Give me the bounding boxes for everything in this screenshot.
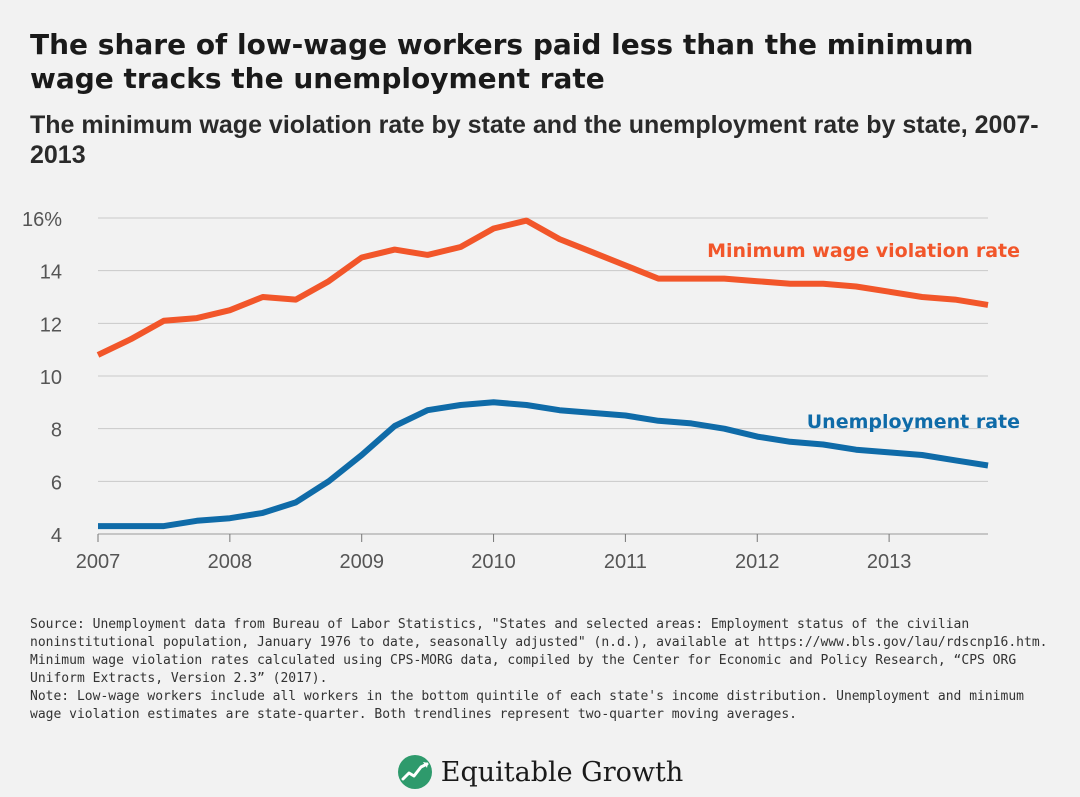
- x-tick-label: 2012: [735, 551, 780, 573]
- gridlines: [98, 217, 988, 535]
- source-note: Source: Unemployment data from Bureau of…: [30, 617, 1048, 686]
- chart-title: The share of low-wage workers paid less …: [30, 28, 974, 95]
- y-axis-ticks: 16% 14 12 10 8 6 4: [22, 209, 62, 547]
- methodology-note: Note: Low-wage workers include all worke…: [30, 689, 1024, 722]
- x-tick-label: 2007: [76, 551, 121, 573]
- x-tick-label: 2009: [339, 551, 384, 573]
- series-lines: [96, 217, 989, 530]
- series-label: Unemployment rate: [807, 411, 1020, 433]
- series-line-unemployment: [98, 399, 989, 530]
- x-axis-ticks: 2007 2008 2009 2010 2011 2012 2013: [76, 534, 912, 573]
- y-tick-label: 4: [51, 525, 62, 547]
- y-tick-label: 12: [40, 314, 62, 336]
- chart-subtitle: The minimum wage violation rate by state…: [30, 111, 1039, 169]
- publisher-logo: Equitable Growth: [0, 752, 1080, 792]
- series-labels: Minimum wage violation rate Unemployment …: [707, 240, 1020, 433]
- growth-chart-icon: [397, 755, 432, 789]
- x-tick-label: 2010: [471, 551, 516, 573]
- y-tick-label: 16%: [22, 209, 62, 231]
- footnotes: Source: Unemployment data from Bureau of…: [30, 616, 1060, 724]
- y-tick-label: 10: [40, 367, 62, 389]
- logo-text: Equitable Growth: [440, 756, 684, 788]
- x-tick-label: 2008: [208, 551, 253, 573]
- y-tick-label: 8: [51, 420, 62, 442]
- series-label: Minimum wage violation rate: [707, 240, 1020, 262]
- x-tick-label: 2011: [604, 551, 647, 573]
- x-tick-label: 2013: [867, 551, 912, 573]
- series-line-minimum-wage-violation: [96, 217, 989, 358]
- y-tick-label: 14: [40, 262, 62, 284]
- line-chart: 16% 14 12 10 8 6 4 2007 2008 2009 2010 2011 2012 201…: [22, 209, 1020, 573]
- y-tick-label: 6: [51, 472, 62, 494]
